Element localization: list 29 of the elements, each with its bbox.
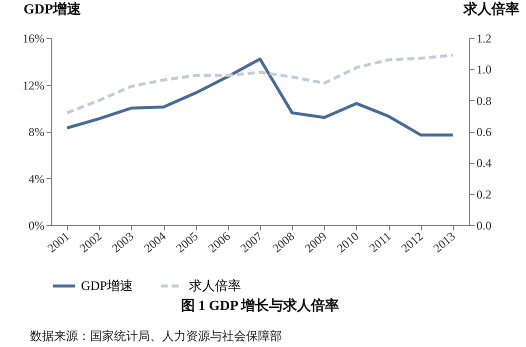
y2-tick-label: 0.0 <box>476 218 492 232</box>
y2-tick-label: 0.2 <box>476 187 492 202</box>
x-tick-label: 2001 <box>44 229 72 256</box>
legend-label: 求人倍率 <box>189 278 241 293</box>
y2-tick-label: 0.4 <box>476 156 492 170</box>
y2-tick-label: 1.2 <box>476 32 492 46</box>
y-tick-label: 16% <box>22 32 44 46</box>
legend-label: GDP增速 <box>81 278 134 293</box>
x-tick-label: 2003 <box>109 229 136 256</box>
y2-tick-label: 1.0 <box>476 62 492 77</box>
x-tick-label: 2002 <box>76 229 104 256</box>
y-tick-label: 12% <box>22 78 44 92</box>
y2-tick-label: 0.8 <box>476 94 492 108</box>
line-series <box>66 54 454 114</box>
x-tick-label: 2011 <box>366 229 394 256</box>
x-tick-label: 2008 <box>270 229 298 256</box>
y-tick-label: 4% <box>28 172 44 186</box>
y2-axis-title: 求人倍率 <box>462 0 520 18</box>
text: 图 1 GDP 增长与求人倍率 <box>180 297 340 314</box>
y-axis-title: GDP增速 <box>24 2 82 18</box>
x-tick-label: 2013 <box>430 229 458 256</box>
x-tick-label: 2010 <box>334 229 362 256</box>
y2-tick-label: 0.6 <box>476 125 492 139</box>
x-tick-label: 2012 <box>398 229 426 256</box>
line-series <box>66 58 454 137</box>
x-tick-label: 2009 <box>302 229 330 256</box>
source-note: 数据来源：国家统计局、人力资源与社会保障部 <box>30 328 282 345</box>
y-tick-label: 0% <box>28 218 44 232</box>
y-tick-label: 8% <box>28 125 44 139</box>
